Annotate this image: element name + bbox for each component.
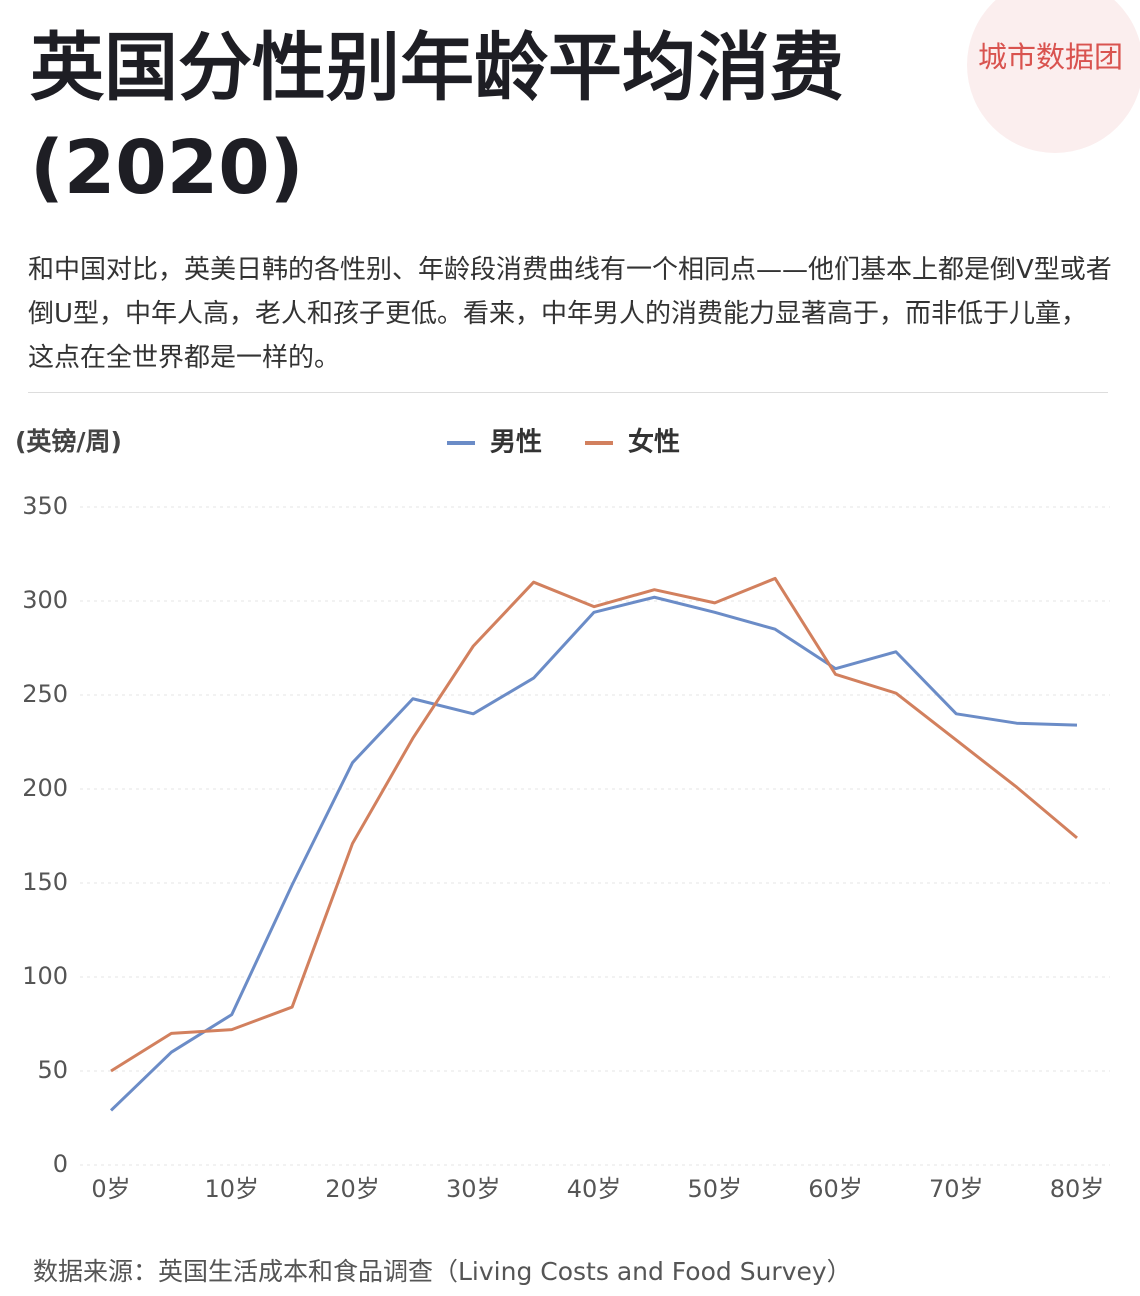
subtitle: 和中国对比，英美日韩的各性别、年龄段消费曲线有一个相同点——他们基本上都是倒V型… bbox=[28, 255, 1112, 373]
legend-label: 女性 bbox=[628, 427, 680, 458]
y-tick-label: 100 bbox=[22, 962, 68, 990]
y-tick-label: 0 bbox=[53, 1150, 68, 1178]
data-line bbox=[110, 576, 1078, 1073]
y-tick-label: 250 bbox=[22, 680, 68, 708]
y-tick-label: 200 bbox=[22, 774, 68, 802]
y-tick-label: 50 bbox=[37, 1056, 68, 1084]
y-tick-label: 350 bbox=[22, 492, 68, 520]
x-tick-label: 10岁 bbox=[204, 1175, 259, 1203]
logo: 城市数据团 bbox=[978, 40, 1124, 74]
x-tick-label: 30岁 bbox=[446, 1175, 501, 1203]
source-note: 数据来源：英国生活成本和食品调查（Living Costs and Food S… bbox=[33, 1257, 852, 1286]
x-tick-label: 0岁 bbox=[91, 1175, 130, 1203]
x-tick-label: 40岁 bbox=[567, 1175, 622, 1203]
x-tick-label: 80岁 bbox=[1050, 1175, 1105, 1203]
legend-label: 男性 bbox=[490, 428, 542, 458]
x-tick-label: 50岁 bbox=[687, 1175, 742, 1203]
y-tick-label: 300 bbox=[22, 586, 68, 614]
y-tick-label: 150 bbox=[22, 868, 68, 896]
title: 英国分性别年龄平均消费(2020) bbox=[30, 25, 844, 211]
divider bbox=[28, 392, 1108, 393]
y-axis-label: (英镑/周) bbox=[15, 427, 122, 456]
logo-badge bbox=[967, 0, 1140, 153]
data-line bbox=[109, 595, 1078, 1112]
x-tick-label: 70岁 bbox=[929, 1175, 984, 1203]
x-tick-label: 20岁 bbox=[325, 1175, 380, 1203]
x-tick-label: 60岁 bbox=[808, 1175, 863, 1203]
